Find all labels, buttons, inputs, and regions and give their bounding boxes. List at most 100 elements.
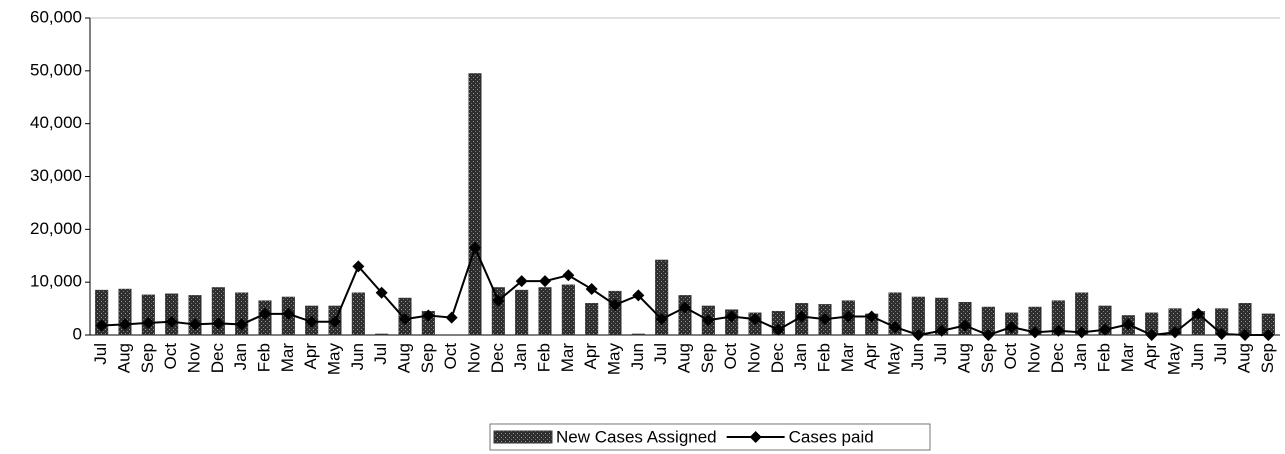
- y-tick-label: 40,000: [30, 113, 82, 132]
- x-tick-label: Feb: [534, 343, 553, 372]
- x-tick-label: Jun: [348, 343, 367, 370]
- x-tick-label: Aug: [954, 343, 973, 373]
- marker: [725, 310, 738, 323]
- x-tick-label: Jan: [1071, 343, 1090, 370]
- marker: [1262, 329, 1275, 341]
- marker: [842, 310, 855, 323]
- x-tick-label: Jul: [651, 343, 670, 365]
- x-tick-label: Nov: [464, 343, 483, 374]
- marker: [492, 294, 505, 307]
- y-tick-label: 30,000: [30, 166, 82, 185]
- x-tick-label: Oct: [721, 343, 740, 370]
- marker: [865, 310, 878, 323]
- marker: [1169, 326, 1181, 339]
- marker: [235, 318, 248, 331]
- y-tick-label: 0: [73, 324, 82, 343]
- x-tick-label: Aug: [114, 343, 133, 373]
- bar: [631, 333, 645, 336]
- x-tick-label: Jul: [931, 343, 950, 365]
- marker: [1145, 329, 1158, 341]
- x-tick-label: Oct: [161, 343, 180, 370]
- bar: [538, 287, 552, 336]
- bar: [351, 292, 365, 336]
- x-tick-label: Oct: [1001, 343, 1020, 370]
- x-tick-label: Dec: [768, 343, 787, 374]
- legend-label: New Cases Assigned: [556, 427, 717, 446]
- x-tick-label: Sep: [698, 343, 717, 373]
- x-tick-label: Nov: [744, 343, 763, 374]
- marker: [445, 311, 458, 324]
- x-tick-label: May: [1164, 343, 1183, 376]
- y-tick-label: 10,000: [30, 272, 82, 291]
- marker: [142, 316, 155, 329]
- x-tick-label: Jun: [628, 343, 647, 370]
- x-tick-label: Feb: [1094, 343, 1113, 372]
- marker: [1005, 321, 1018, 334]
- x-tick-label: May: [324, 343, 343, 376]
- x-tick-label: May: [604, 343, 623, 376]
- marker: [562, 269, 575, 282]
- x-tick-label: Sep: [1258, 343, 1277, 373]
- marker: [1239, 329, 1251, 341]
- marker: [609, 298, 621, 311]
- marker: [305, 315, 318, 328]
- marker: [539, 275, 551, 288]
- x-tick-label: Dec: [1048, 343, 1067, 374]
- marker: [282, 307, 295, 320]
- bar: [141, 294, 155, 336]
- x-tick-label: Jan: [791, 343, 810, 370]
- marker: [469, 241, 481, 254]
- bar: [375, 333, 389, 336]
- x-tick-label: Sep: [138, 343, 157, 373]
- marker: [889, 321, 901, 334]
- x-tick-label: Sep: [418, 343, 437, 373]
- x-tick-label: Jan: [511, 343, 530, 370]
- x-tick-label: Nov: [184, 343, 203, 374]
- y-tick-label: 50,000: [30, 60, 82, 79]
- marker: [772, 323, 785, 336]
- marker: [935, 324, 948, 337]
- legend-swatch: [493, 430, 553, 444]
- x-tick-label: Jan: [231, 343, 250, 370]
- marker: [1122, 318, 1135, 331]
- x-tick-label: May: [884, 343, 903, 376]
- marker: [1215, 327, 1228, 340]
- marker: [422, 309, 435, 322]
- x-tick-label: Aug: [1234, 343, 1253, 373]
- marker: [329, 315, 341, 328]
- marker: [165, 315, 178, 328]
- marker: [259, 307, 271, 320]
- marker: [1192, 307, 1205, 320]
- y-tick-label: 20,000: [30, 219, 82, 238]
- marker: [632, 289, 645, 302]
- x-tick-label: Aug: [394, 343, 413, 373]
- y-tick-label: 60,000: [30, 7, 82, 26]
- marker: [912, 329, 925, 341]
- x-tick-label: Dec: [488, 343, 507, 374]
- bar: [561, 284, 575, 336]
- bar: [468, 73, 482, 336]
- legend-box: [489, 423, 931, 451]
- marker: [352, 260, 365, 273]
- x-tick-label: Jun: [908, 343, 927, 370]
- x-tick-label: Jul: [1211, 343, 1230, 365]
- marker: [375, 286, 388, 299]
- x-tick-label: Mar: [278, 343, 297, 373]
- legend-marker: [749, 431, 762, 443]
- x-tick-label: Apr: [581, 343, 600, 370]
- x-tick-label: Jul: [91, 343, 110, 365]
- x-tick-label: Mar: [838, 343, 857, 373]
- marker: [1029, 326, 1041, 339]
- bar: [585, 303, 599, 336]
- bar: [608, 290, 622, 336]
- x-tick-label: Apr: [1141, 343, 1160, 370]
- x-tick-label: Mar: [558, 343, 577, 373]
- x-tick-label: Jun: [1188, 343, 1207, 370]
- x-tick-label: Dec: [208, 343, 227, 374]
- x-tick-label: Sep: [978, 343, 997, 373]
- marker: [702, 314, 715, 327]
- marker: [119, 318, 131, 331]
- marker: [95, 319, 108, 332]
- x-tick-label: Jul: [371, 343, 390, 365]
